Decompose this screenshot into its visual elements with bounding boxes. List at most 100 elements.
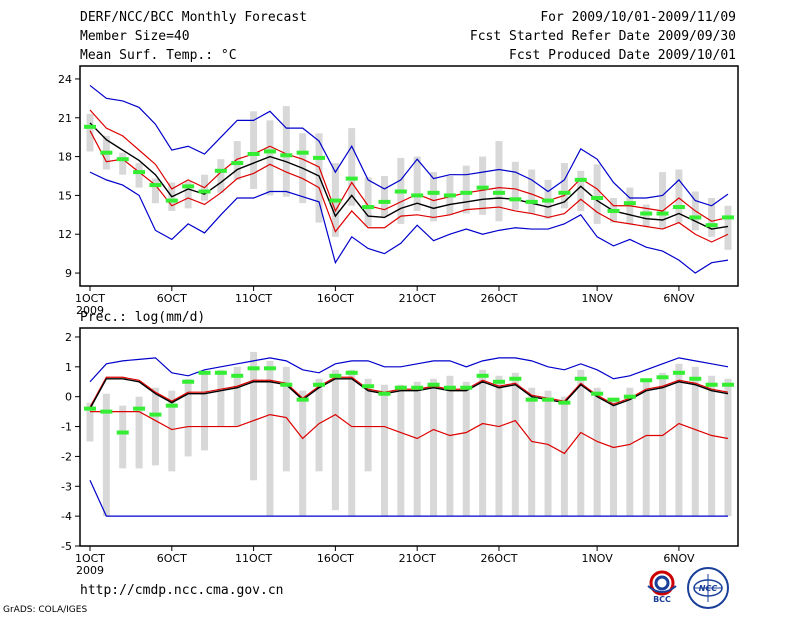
temp-median-mark [427, 190, 440, 195]
prec-box [348, 369, 356, 517]
prec-ytick-label: -1 [61, 421, 72, 434]
prec-box [102, 393, 110, 517]
prec-box [544, 390, 552, 517]
prec-box [626, 387, 634, 517]
temp-ytick-label: 12 [58, 228, 72, 241]
prec-median-mark [165, 403, 178, 408]
prec-median-mark [100, 409, 113, 414]
temp-median-mark [345, 176, 358, 181]
prec-median-mark [705, 382, 718, 387]
prec-median-mark [672, 370, 685, 375]
temp-median-mark [394, 189, 407, 194]
prec-upper-line [89, 376, 729, 408]
prec-box [577, 369, 585, 517]
forecast-start-date: Fcst Started Refer Date 2009/09/30 [469, 29, 736, 44]
temp-box [380, 176, 388, 217]
temp-median-mark [591, 196, 604, 200]
prec-median-mark [116, 430, 129, 435]
temp-min-line [89, 171, 729, 274]
source-url[interactable]: http://cmdp.ncc.cma.gov.cn [80, 583, 284, 598]
prec-box [413, 381, 421, 517]
ncc-logo-text: NCC [699, 584, 718, 593]
prec-median-mark [345, 370, 358, 375]
prec-box [380, 384, 388, 517]
temp-median-mark [116, 157, 129, 162]
prec-median-mark [542, 397, 555, 402]
temp-box [348, 128, 356, 206]
prec-xtick-label: 11OCT [235, 552, 272, 565]
prec-median-mark [362, 384, 375, 389]
temp-median-mark [296, 150, 309, 155]
temp-box [250, 111, 258, 189]
prec-median-mark [574, 376, 587, 381]
temp-box [577, 170, 585, 211]
temp-median-mark [198, 189, 211, 194]
temp-median-mark [525, 199, 538, 204]
prec-median-mark [394, 385, 407, 390]
prec-median-mark [231, 373, 244, 378]
prec-xtick-label: 21OCT [399, 552, 436, 565]
temp-ytick-label: 21 [58, 112, 72, 125]
prec-median-mark [656, 375, 669, 380]
temp-box [151, 178, 159, 204]
temperature-panel: 9 12 15 18 21 24 1OCT 6OCT 11OCT 16OCT 21OCT 26OCT 1… [58, 65, 739, 317]
temp-box [135, 163, 143, 188]
prec-box [462, 381, 470, 517]
prec-xtick-label: 16OCT [317, 552, 354, 565]
prec-box [659, 372, 667, 517]
temp-median-mark [100, 150, 113, 155]
prec-box [708, 375, 716, 517]
temp-ytick-label: 9 [65, 267, 72, 280]
temp-box [430, 172, 438, 222]
prec-box [266, 360, 274, 517]
prec-box [724, 378, 732, 517]
bcc-logo-text: BCC [653, 595, 671, 604]
temp-median-mark [492, 190, 505, 195]
prec-box [86, 402, 94, 442]
temp-median-mark [231, 161, 244, 166]
temp-median-mark [476, 185, 489, 190]
prec-box [184, 378, 192, 457]
temp-box [413, 156, 421, 211]
prec-median-mark [378, 391, 391, 396]
temp-median-mark [165, 198, 178, 203]
temp-median-mark [280, 153, 293, 158]
temp-upper-line [89, 109, 729, 222]
prec-median-mark [460, 385, 473, 390]
prec-ytick-label: 2 [65, 331, 72, 344]
temp-box [724, 205, 732, 250]
temp-mean-line [89, 122, 729, 230]
temp-box [364, 177, 372, 227]
temp-median-mark [542, 198, 555, 203]
prec-xtick-label: 1OCT [75, 552, 105, 565]
prec-box [135, 396, 143, 469]
temp-box [282, 106, 290, 197]
temp-ytick-label: 24 [58, 73, 72, 86]
temp-box [659, 172, 667, 230]
prec-box [201, 372, 209, 451]
prec-box [217, 369, 225, 427]
prec-median-mark [509, 376, 522, 381]
prec-median-mark [313, 382, 326, 387]
prec-mean-line [89, 378, 729, 409]
temp-xtick-label: 6NOV [663, 292, 695, 305]
prec-ytick-label: 1 [65, 361, 72, 374]
prec-box [168, 390, 176, 472]
temp-median-mark [411, 193, 424, 198]
temp-median-mark [460, 190, 473, 195]
temp-median-mark [214, 168, 227, 173]
prec-box [560, 396, 568, 517]
prec-median-mark [133, 406, 146, 411]
prec-max-line [89, 357, 729, 383]
variable-label: Mean Surf. Temp.: °C [80, 48, 237, 63]
prec-median-mark [329, 373, 342, 378]
prec-box [675, 363, 683, 517]
temp-box [119, 152, 127, 175]
temp-median-mark [182, 184, 195, 189]
prec-box [495, 375, 503, 517]
prec-median-mark [689, 376, 702, 381]
temp-box [184, 181, 192, 209]
prec-xtick-label: 6NOV [663, 552, 695, 565]
temp-box [495, 141, 503, 222]
